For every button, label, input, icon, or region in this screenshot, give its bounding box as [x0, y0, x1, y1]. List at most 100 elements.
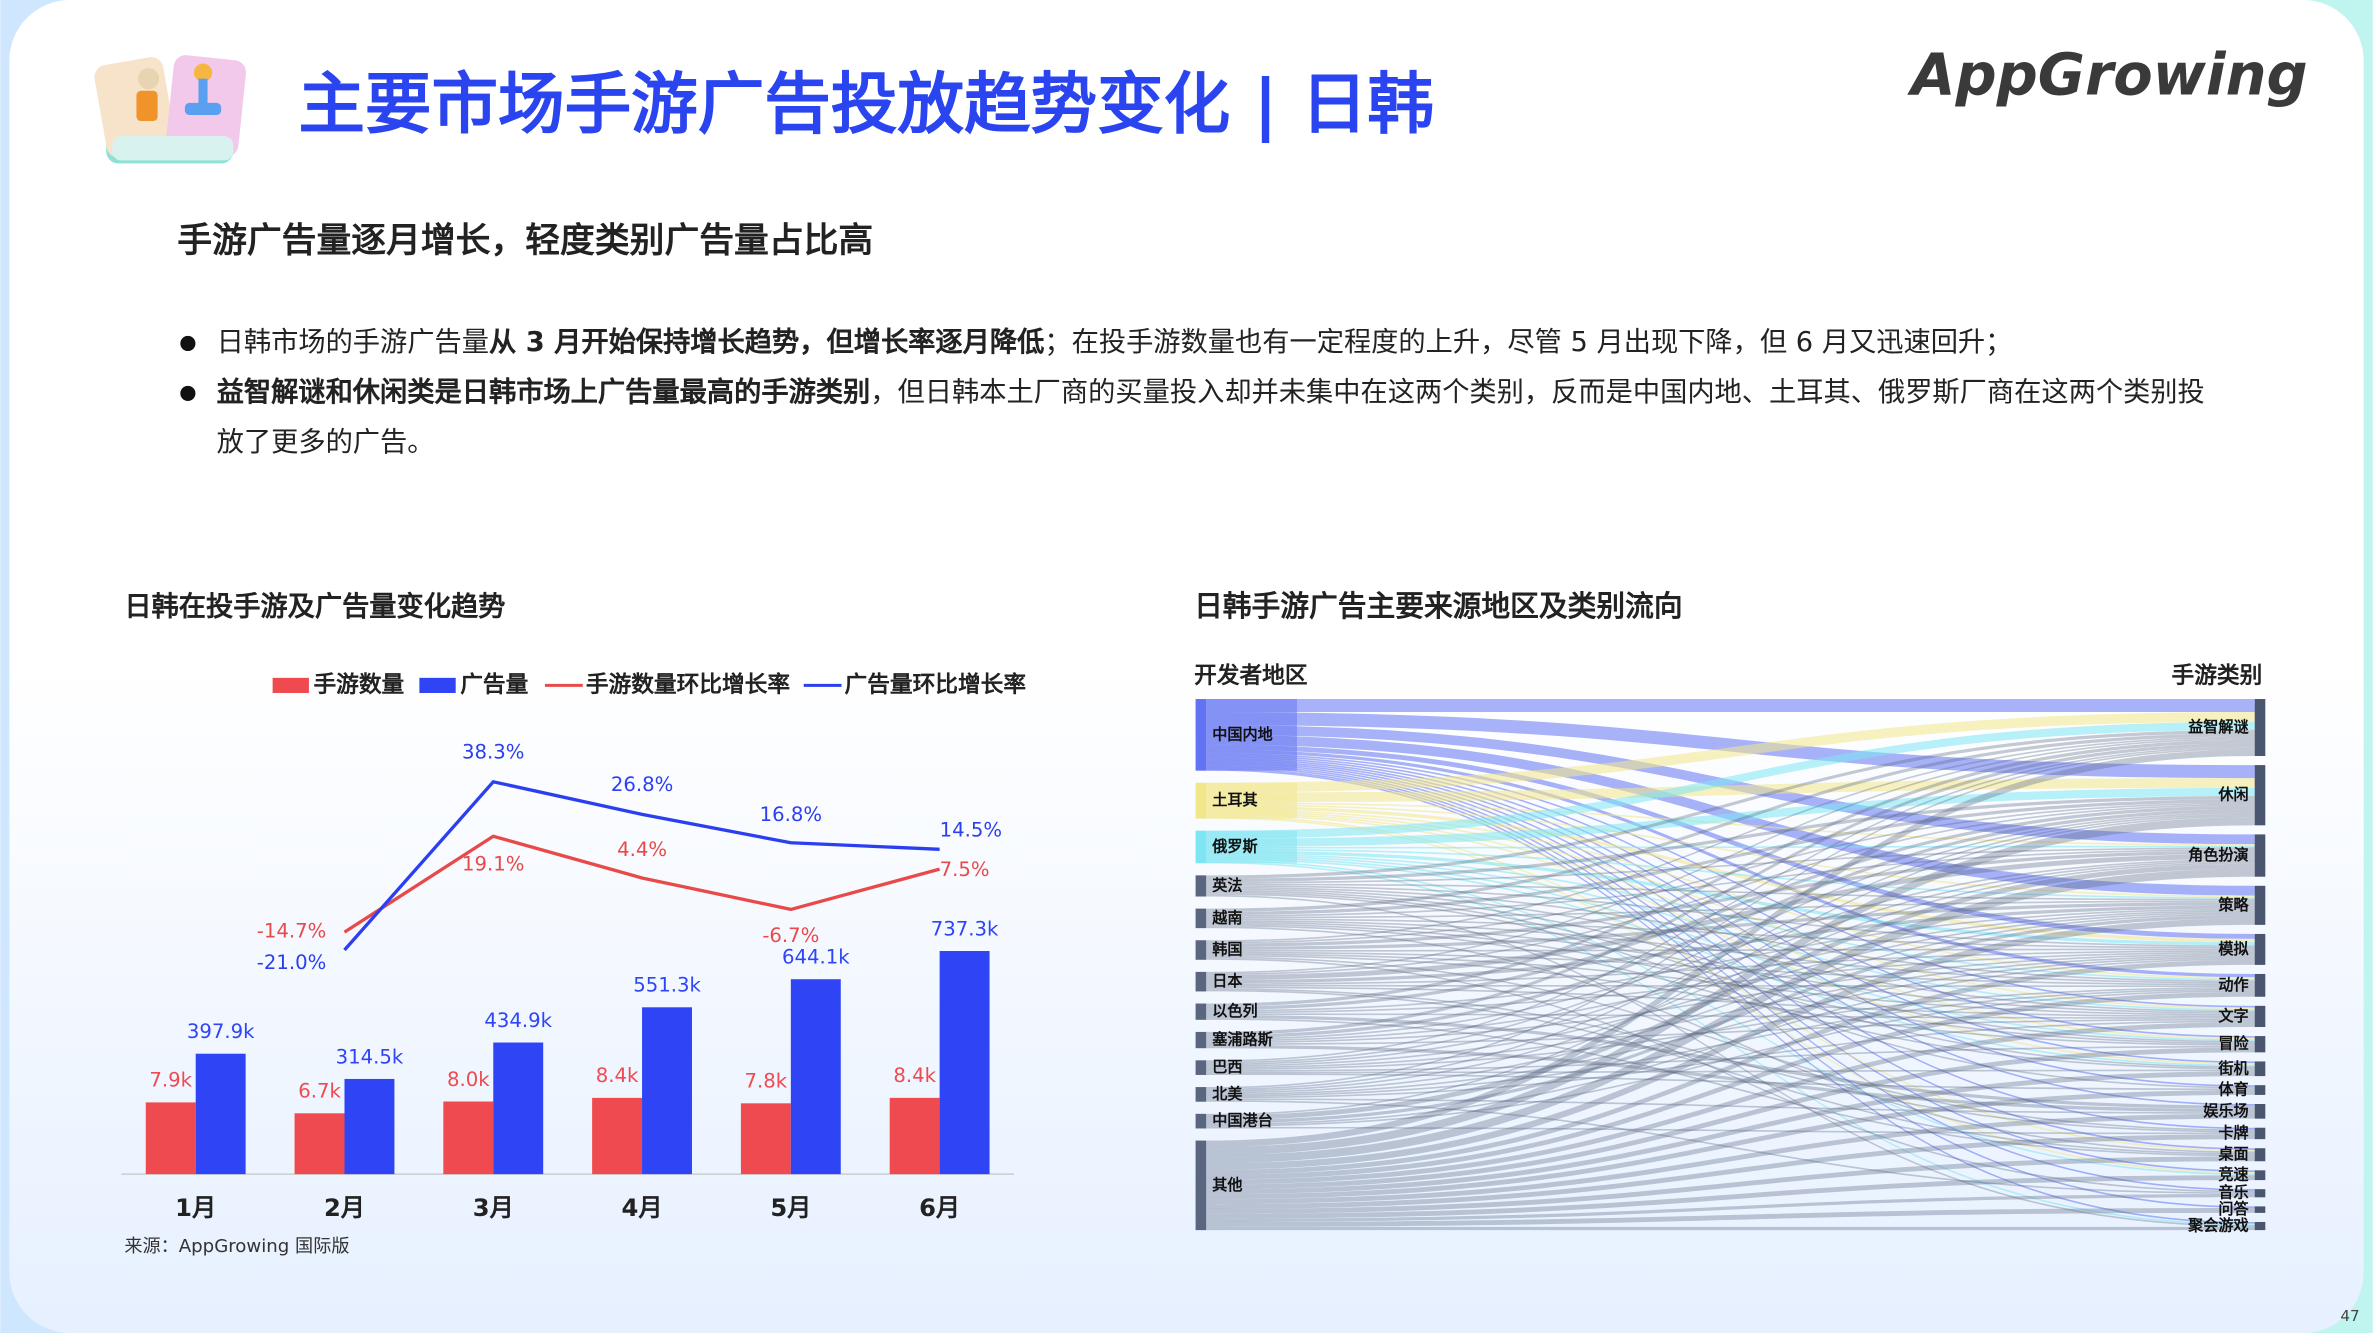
bar-label: 737.3k [931, 917, 999, 940]
flow [1206, 1098, 2255, 1114]
flow [1206, 885, 2255, 947]
legend-label: 广告量 [460, 671, 528, 698]
flow [1206, 918, 2255, 1170]
target-label: 体育 [2218, 1081, 2248, 1099]
flow [1206, 749, 2255, 1114]
flow [1206, 767, 2255, 1209]
flow [1206, 787, 2255, 847]
bullet-text: ；在投手游数量也有一定程度的上升，尽管 5 月出现下降，但 6 月又迅速回升； [1044, 326, 2013, 359]
flow [1206, 910, 2255, 1042]
target-node [2254, 1127, 2266, 1140]
flow [1206, 913, 2255, 1094]
flow [1206, 749, 2255, 1148]
line-label: 4.4% [617, 838, 667, 861]
subtitle: 手游广告量逐月增长，轻度类别广告量占比高 [177, 221, 873, 261]
target-label: 竞速 [2218, 1166, 2248, 1184]
flow [1206, 760, 2255, 1130]
flow [1206, 815, 2255, 1152]
flow [1206, 853, 2255, 981]
line-label: 26.8% [611, 773, 673, 796]
source-node [1195, 1003, 1207, 1020]
bar-label: 551.3k [633, 974, 701, 997]
source-node [1195, 1031, 1207, 1049]
source-label: 越南 [1211, 909, 1242, 927]
source-node [1195, 782, 1207, 819]
flow [1206, 989, 2255, 1155]
bullet: 日韩市场的手游广告量从 3 月开始保持增长趋势，但增长率逐月降低；在投手游数量也… [217, 318, 2214, 368]
flow [1206, 812, 2255, 1040]
flow [1206, 928, 2255, 1209]
flow [1206, 850, 2255, 947]
flow [1206, 1134, 2255, 1209]
flow [1206, 920, 2255, 984]
bullet-list: 日韩市场的手游广告量从 3 月开始保持增长趋势，但增长率逐月降低；在投手游数量也… [217, 318, 2214, 468]
source-node [1195, 875, 1207, 897]
flow [1206, 816, 2255, 1174]
flow [1206, 855, 2255, 1011]
legend-swatch [419, 677, 456, 693]
target-node [2254, 1206, 2266, 1213]
bar [592, 1097, 643, 1175]
x-tick-label: 5月 [770, 1194, 811, 1222]
flow [1206, 818, 2255, 1191]
target-node [2254, 1189, 2266, 1198]
flow [1206, 908, 2255, 1012]
flow [1206, 905, 2255, 984]
bar-label: 8.0k [447, 1068, 490, 1091]
target-node [2254, 1221, 2266, 1231]
flow [1206, 810, 2255, 1010]
chart-title: 日韩在投手游及广告量变化趋势 [124, 591, 505, 623]
flow [1206, 859, 2255, 1176]
bullet-text: 日韩市场的手游广告量 [216, 326, 489, 359]
flow [1206, 991, 2255, 1180]
legend-swatch [272, 677, 309, 693]
flow [1206, 796, 2255, 882]
flow [1206, 747, 2255, 1089]
flow [1206, 986, 2255, 1071]
bar [889, 1097, 940, 1175]
flow [1206, 762, 2255, 1150]
flow [1206, 911, 2255, 1067]
flow [1206, 799, 2255, 916]
flow [1206, 764, 2255, 1172]
flow [1206, 924, 2255, 1070]
flow [1206, 744, 2255, 939]
target-label: 桌面 [2217, 1145, 2248, 1163]
flow [1206, 860, 2255, 1066]
target-label: 休闲 [2217, 786, 2248, 804]
bar-label: 8.4k [596, 1064, 639, 1087]
flow [1206, 1208, 2255, 1227]
flow [1206, 752, 2255, 1008]
flow [1206, 803, 2255, 898]
bar-label: 6.7k [298, 1080, 341, 1103]
flow [1206, 815, 2255, 1116]
line-label: 19.1% [462, 852, 524, 875]
flow [1206, 769, 2255, 1224]
source-label: 中国内地 [1212, 725, 1273, 743]
flow [1206, 805, 2255, 1011]
flow [1206, 809, 2255, 1039]
flow [1206, 802, 2255, 944]
panel [9, 0, 2364, 1333]
source-note: 来源：AppGrowing 国际版 [124, 1236, 349, 1257]
flow [1206, 1045, 2255, 1072]
flow [1206, 712, 2255, 779]
flow [1206, 1156, 2255, 1214]
target-label: 问答 [2218, 1200, 2249, 1218]
target-label: 角色扮演 [2188, 846, 2249, 864]
line-label: -21.0% [257, 951, 327, 974]
flow [1206, 893, 2255, 1089]
bullet-text: ，但日韩本土厂商的买量投入却并未集中在这两个类别，反而是中国内地、土耳其、俄罗斯… [216, 376, 2205, 459]
flow [1206, 950, 2255, 985]
flow [1206, 900, 2255, 919]
flow [1206, 1069, 2255, 1074]
bar [740, 1103, 791, 1175]
source-band [1206, 782, 1297, 819]
flow [1206, 915, 2255, 1124]
flow [1206, 853, 2255, 981]
source-label: 韩国 [1212, 941, 1242, 959]
target-label: 聚会游戏 [2187, 1217, 2249, 1235]
right-title: 手游类别 [2172, 662, 2263, 689]
flow [1206, 856, 2255, 1041]
